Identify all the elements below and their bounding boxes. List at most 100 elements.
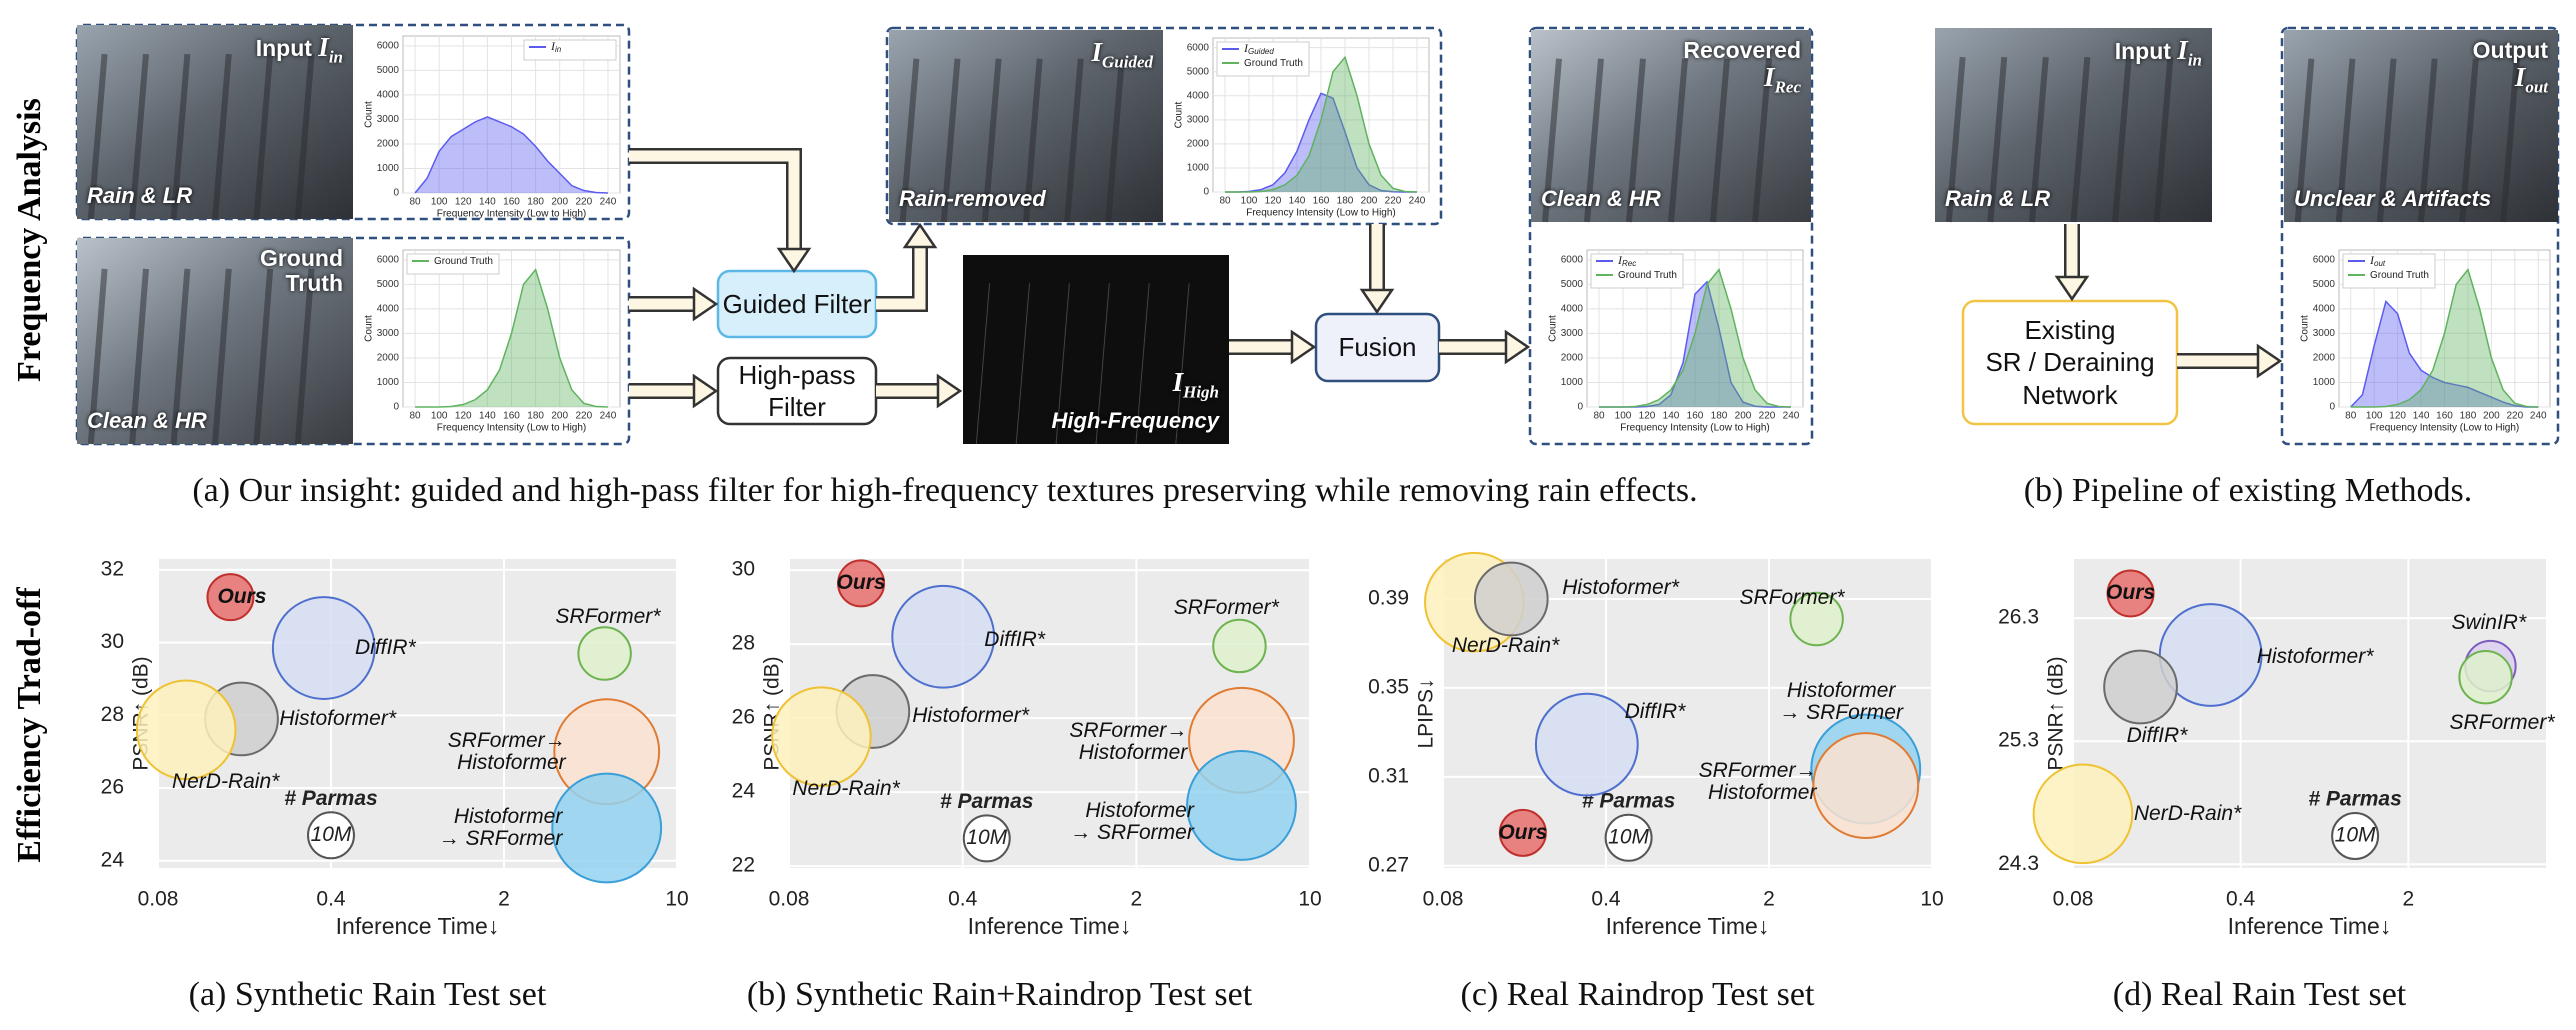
y-tick-label: 30 — [101, 630, 124, 653]
x-tick-label: 200 — [551, 411, 568, 422]
y-tick-label: 24.3 — [1998, 852, 2039, 875]
photo-detail — [253, 268, 274, 445]
photo-detail — [2070, 56, 2091, 223]
legend-box — [2342, 253, 2436, 289]
y-tick-label: 2000 — [1187, 139, 1210, 150]
y-tick-label: 1000 — [1187, 163, 1210, 174]
y-tick-label: 3000 — [377, 114, 400, 125]
size-legend-label: 10M — [2335, 824, 2376, 847]
histogram-area — [2350, 268, 2539, 408]
x-tick-label: 160 — [1313, 196, 1330, 207]
photo-detail — [212, 268, 232, 445]
bubble — [135, 679, 237, 781]
arrow-head — [1504, 329, 1531, 365]
size-legend-bubble — [307, 811, 355, 860]
bubble — [1473, 561, 1549, 637]
x-tick-label: 120 — [1639, 411, 1656, 422]
y-axis-label: Count — [364, 101, 375, 128]
x-tick-label: 220 — [1759, 411, 1776, 422]
y-tick-label: 3000 — [377, 328, 400, 339]
photo-detail — [1175, 283, 1190, 445]
x-tick-label: 2 — [2402, 888, 2414, 911]
legend: IGuided Ground Truth — [1216, 41, 1310, 77]
bubble — [577, 626, 632, 681]
x-tick-label: 140 — [2413, 411, 2430, 422]
bubble — [1812, 732, 1920, 839]
legend-label: Ground Truth — [1618, 270, 1677, 281]
x-tick-label: 2 — [1763, 888, 1775, 911]
bubble — [206, 573, 255, 622]
arrow-head — [902, 222, 938, 249]
arrow-outline — [629, 148, 802, 251]
arrow-head — [1359, 288, 1395, 315]
histogram-area — [2350, 300, 2539, 408]
bubble — [1534, 692, 1639, 797]
histogram-area — [1225, 55, 1418, 193]
y-tick-label: 25.3 — [1998, 729, 2039, 752]
bubble — [1789, 591, 1844, 647]
photo-detail — [2418, 58, 2438, 223]
legend: IRec Ground Truth — [1590, 253, 1684, 289]
photo-detail — [1055, 283, 1070, 445]
process-box — [716, 356, 878, 426]
legend-name: Ground Truth — [2370, 270, 2429, 281]
y-tick-label: 6000 — [377, 254, 400, 265]
y-tick-label: 2000 — [377, 139, 400, 150]
x-tick-label: 140 — [1663, 411, 1680, 422]
photo-detail — [899, 58, 920, 223]
x-tick-label: 200 — [1735, 411, 1752, 422]
x-tick-label: 220 — [1385, 196, 1402, 207]
y-tick-label: 4000 — [2313, 304, 2336, 315]
legend-name: I — [550, 39, 556, 53]
x-tick-label: 240 — [2530, 411, 2547, 422]
histogram-area — [414, 116, 608, 194]
x-tick-label: 220 — [575, 197, 592, 208]
x-axis-label: Inference Time↓ — [336, 913, 500, 939]
x-tick-label: 140 — [1289, 196, 1306, 207]
x-tick-label: 180 — [1337, 196, 1354, 207]
y-tick-label: 0.27 — [1368, 853, 1409, 876]
photo-detail — [1135, 283, 1150, 445]
arrow-body — [876, 245, 926, 310]
photo-detail — [1626, 58, 1646, 223]
y-tick-label: 1000 — [377, 377, 400, 388]
legend-name: Ground Truth — [1618, 270, 1677, 281]
x-tick-label: 180 — [1711, 411, 1728, 422]
photo-detail — [170, 268, 191, 445]
x-tick-label: 140 — [479, 197, 496, 208]
y-tick-label: 6000 — [2313, 254, 2336, 265]
size-legend-bubble — [962, 814, 1011, 863]
y-tick-label: 6000 — [1187, 42, 1210, 53]
x-tick-label: 160 — [1687, 411, 1704, 422]
photo-detail — [87, 53, 108, 220]
legend-name: Ground Truth — [434, 256, 493, 267]
photo-detail — [1095, 283, 1110, 445]
y-tick-label: 0 — [2329, 402, 2335, 413]
x-tick-label: 100 — [1241, 196, 1258, 207]
photo-detail — [1105, 58, 1125, 223]
arrow-head — [2054, 275, 2090, 302]
x-tick-label: 0.4 — [2226, 888, 2256, 911]
y-axis-label: Count — [364, 315, 375, 342]
y-tick-label: 0 — [1577, 402, 1583, 413]
size-legend-bubble — [1604, 813, 1653, 862]
y-tick-label: 6000 — [377, 40, 400, 51]
y-axis-label: Count — [1548, 315, 1559, 342]
legend: Iout Ground Truth — [2342, 253, 2436, 289]
size-legend-label: 10M — [311, 823, 352, 846]
y-tick-label: 1000 — [377, 163, 400, 174]
y-axis-label: Count — [2300, 315, 2311, 342]
y-tick-label: 24 — [101, 848, 125, 871]
y-tick-label: 28 — [101, 703, 124, 726]
x-tick-label: 10 — [1298, 888, 1321, 911]
x-tick-label: 120 — [455, 197, 472, 208]
histogram-area — [415, 268, 608, 408]
legend-label: Iin — [550, 39, 562, 54]
y-tick-label: 4000 — [377, 90, 400, 101]
size-legend-title: # Parmas — [2308, 788, 2401, 811]
y-tick-label: 5000 — [1187, 66, 1210, 77]
bubble — [1212, 618, 1267, 674]
y-tick-label: 3000 — [2313, 328, 2336, 339]
legend-box — [1590, 253, 1684, 289]
x-tick-label: 240 — [600, 197, 617, 208]
